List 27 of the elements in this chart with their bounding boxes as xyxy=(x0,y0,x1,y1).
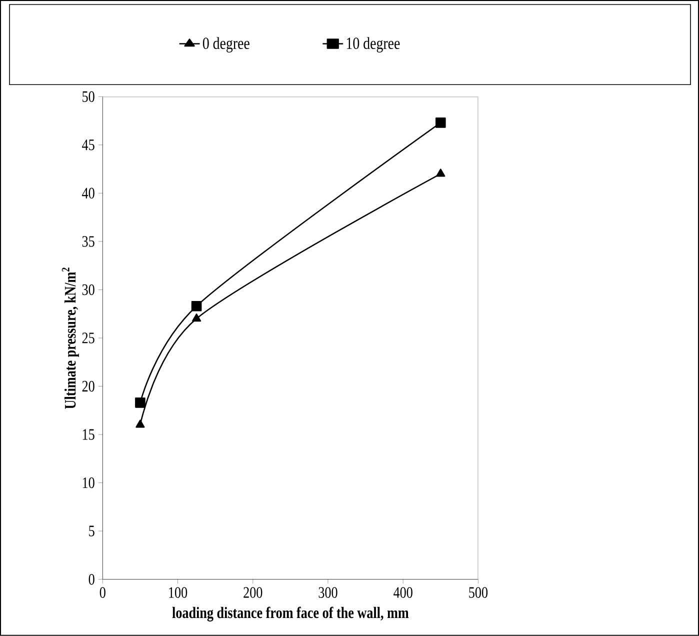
point xyxy=(136,420,145,428)
y-tick-label: 35 xyxy=(82,236,94,247)
x-tick-label: 0 xyxy=(100,587,106,598)
y-tick-label: 5 xyxy=(89,526,94,536)
point xyxy=(435,118,446,128)
y-tick-label: 45 xyxy=(82,140,94,150)
x-tick-label: 200 xyxy=(244,587,262,598)
y-tick-label: 30 xyxy=(82,284,94,296)
x-tick-label: 100 xyxy=(169,587,188,598)
point xyxy=(191,301,202,312)
legend-label: 10 degree xyxy=(346,37,400,53)
point xyxy=(436,168,446,177)
x-tick-label: 300 xyxy=(318,587,338,598)
point xyxy=(135,398,146,408)
point xyxy=(192,314,202,322)
x-tick-label: 500 xyxy=(469,587,488,598)
y-tick-label: 50 xyxy=(82,91,94,102)
y-tick-label: 10 xyxy=(82,477,94,488)
y-axis-title: Ultimate pressure, kN/m$^{2}$ xyxy=(62,268,79,409)
y-tick-label: 40 xyxy=(82,188,94,199)
y-tick-label: 25 xyxy=(82,332,94,344)
y-tick-label: 0 xyxy=(88,574,94,585)
legend-label: 0 degree xyxy=(202,37,250,53)
y-tick-label: 15 xyxy=(82,429,94,440)
y-tick-label: 20 xyxy=(82,380,94,392)
x-axis-title: loading distance from face of the wall, mm xyxy=(172,606,409,622)
x-tick-label: 400 xyxy=(394,587,412,598)
